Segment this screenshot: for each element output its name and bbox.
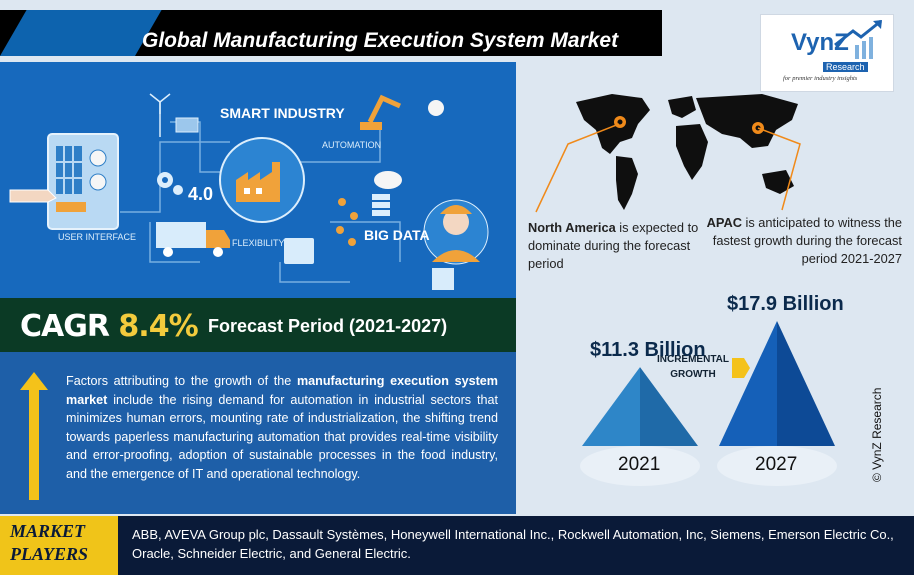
- logo-arrow-icon: [834, 19, 882, 59]
- description-part1: Factors attributing to the growth of the: [66, 374, 297, 388]
- logo-name: VynZ: [791, 29, 849, 56]
- world-map: [576, 94, 798, 210]
- up-arrow-icon: [20, 372, 48, 500]
- title-bar: Global Manufacturing Execution System Ma…: [0, 10, 662, 56]
- cagr-text: CAGR: [20, 309, 110, 344]
- upload-icon: [432, 268, 454, 290]
- logo-tagline: for premier industry insights: [783, 75, 858, 82]
- na-bold: North America: [528, 220, 616, 235]
- apac-pin-icon: [752, 122, 764, 134]
- forecast-period: Forecast Period (2021-2027): [208, 316, 448, 336]
- flexibility-label: FLEXIBILITY: [232, 238, 285, 248]
- cagr-band: CAGR 8.4% Forecast Period (2021-2027): [0, 298, 516, 352]
- solar-panel-icon: [175, 117, 199, 133]
- cagr-label: CAGR 8.4%: [20, 309, 199, 344]
- database-icon: [372, 194, 390, 216]
- market-players-list: ABB, AVEVA Group plc, Dassault Systèmes,…: [132, 527, 894, 561]
- smart-industry-label: SMART INDUSTRY: [220, 105, 345, 121]
- user-interface-label: USER INTERFACE: [58, 232, 136, 242]
- gear-icon: [157, 172, 183, 195]
- automation-label: AUTOMATION: [322, 140, 381, 150]
- market-players-line1: MARKET: [10, 521, 86, 541]
- bar-2027: [719, 321, 777, 446]
- description-part2: include the rising demand for automation…: [66, 392, 498, 481]
- big-data-label: BIG DATA: [364, 227, 430, 243]
- value-label-2021: $11.3 Billion: [590, 339, 706, 362]
- truck-icon: [156, 222, 230, 257]
- cloud-icon: [374, 171, 402, 189]
- value-label-2027: $17.9 Billion: [727, 293, 844, 315]
- factory-icon: [236, 162, 280, 202]
- vynz-logo: VynZ Research for premier industry insig…: [760, 14, 894, 92]
- bar-pedestal: [580, 446, 700, 486]
- four-point-zero-label: 4.0: [188, 184, 213, 204]
- incremental-growth-label: INCREMENTAL GROWTH: [656, 354, 730, 380]
- description-bold: manufacturing execution system market: [66, 374, 499, 407]
- wind-turbine-icon: [149, 93, 171, 137]
- robot-arm-icon: [367, 94, 402, 124]
- year-label-2027: 2027: [755, 454, 798, 475]
- year-label-2021: 2021: [618, 454, 661, 475]
- incremental-arrow-icon: [732, 358, 750, 378]
- apac-rest: is anticipated to witness the fastest gr…: [712, 215, 902, 266]
- user-interface-icon: [9, 133, 119, 230]
- smart-industry-illustration: USER INTERFACE 4.0 SMART INDUSTRY AUTOMA…: [0, 62, 516, 298]
- bulb-icon: [428, 100, 444, 116]
- apac-note: APAC is anticipated to witness the faste…: [706, 214, 902, 268]
- network-icon: [336, 198, 358, 246]
- monitor-icon: [284, 238, 314, 264]
- market-size-chart: [580, 321, 837, 486]
- na-pin-icon: [614, 116, 626, 128]
- north-america-note: North America is expected to dominate du…: [528, 219, 708, 273]
- bar-2021: [582, 367, 640, 446]
- logo-subtitle: Research: [823, 62, 868, 72]
- worker-icon: [423, 199, 489, 265]
- market-players-label: MARKET PLAYERS: [0, 516, 118, 575]
- bar-shade-2027: [777, 321, 835, 446]
- description-panel: Factors attributing to the growth of the…: [0, 352, 516, 514]
- title-stripe: [0, 10, 162, 56]
- na-rest: is expected to dominate during the forec…: [528, 220, 699, 271]
- page-title: Global Manufacturing Execution System Ma…: [142, 29, 619, 52]
- bar-pedestal: [717, 446, 837, 486]
- cagr-value: 8.4%: [118, 309, 198, 344]
- market-players-line2: PLAYERS: [10, 544, 89, 564]
- description-text: Factors attributing to the growth of the…: [66, 372, 498, 484]
- copyright-text: © VynZ Research: [870, 387, 884, 482]
- market-players-band: MARKET PLAYERS ABB, AVEVA Group plc, Das…: [0, 516, 914, 575]
- apac-bold: APAC: [706, 215, 742, 230]
